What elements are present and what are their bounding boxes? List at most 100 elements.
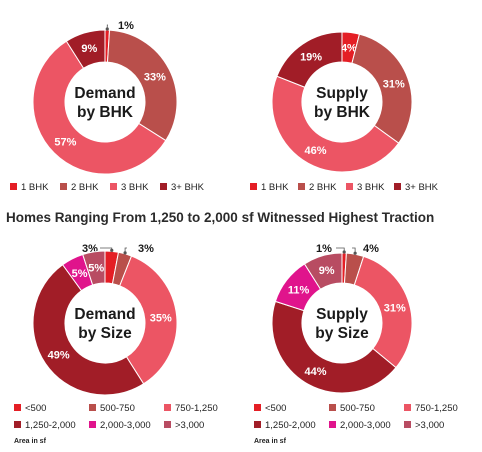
callout-dot: [123, 251, 127, 255]
legend-swatch-1-bhk: [250, 183, 257, 190]
slice-label-1-bhk: 1%: [118, 20, 134, 32]
legend-item-1-bhk: 1 BHK: [261, 182, 289, 193]
legend-swatch-3-000: [164, 421, 171, 428]
legend-item-500-750: 500-750: [100, 403, 135, 414]
center-label-line-1: Supply: [316, 85, 368, 102]
legend-swatch-750-1-250: [164, 404, 171, 411]
legend-item-750-1-250: 750-1,250: [175, 403, 218, 414]
slice-label-3-bhk: 46%: [304, 145, 326, 157]
legend-item-3-bhk: 3 BHK: [357, 182, 385, 193]
donut-chart-4: 1% 4% 31% 44% 11% 9% Supply by Size <500 500-750 7…: [254, 243, 458, 445]
legend-swatch-3-bhk: [346, 183, 353, 190]
legend-swatch-500: [254, 404, 261, 411]
legend-swatch-1-bhk: [10, 183, 17, 190]
legend-item-1-bhk: 1 BHK: [21, 182, 49, 193]
area-note: Area in sf: [254, 438, 287, 445]
slice-2-bhk: [351, 33, 413, 144]
slice-3-000: [303, 252, 343, 290]
legend-swatch-2-bhk: [298, 183, 305, 190]
slice-label-1-bhk: 4%: [341, 42, 357, 54]
legend-item-3-bhk: 3+ BHK: [171, 182, 205, 193]
legend-item-500: <500: [265, 403, 286, 414]
legend: <500 500-750 750-1,250 1,250-2,000 2,000-3,0…: [14, 403, 218, 431]
legend-swatch-750-1-250: [404, 404, 411, 411]
slice-label-3-bhk: 9%: [81, 43, 97, 55]
area-note: Area in sf: [14, 438, 47, 445]
slice-label-2-000-3-000: 11%: [288, 284, 310, 296]
slice-label-2-bhk: 31%: [383, 78, 405, 90]
slice-label-3-bhk: 57%: [54, 137, 76, 149]
slice-label-1-250-2-000: 49%: [48, 349, 70, 361]
callout-dot: [353, 251, 357, 255]
callout-line: [124, 247, 127, 253]
legend-item-2-bhk: 2 BHK: [71, 182, 99, 193]
slice-3-000: [82, 250, 106, 286]
legend-item-2-000-3-000: 2,000-3,000: [100, 420, 151, 431]
slice-label-3-bhk: 19%: [300, 52, 322, 64]
legend-swatch-2-000-3-000: [329, 421, 336, 428]
slice-label-1-250-2-000: 44%: [304, 366, 326, 378]
callout-line: [352, 247, 356, 254]
legend-item-2-bhk: 2 BHK: [309, 182, 337, 193]
donut-chart-2: 4% 31% 46% 19% Supply by BHK 1 BHK 2 BHK 3 BHK 3+…: [250, 31, 439, 193]
legend-swatch-500-750: [89, 404, 96, 411]
donut-chart-1: 1% 33% 57% 9% Demand by BHK 1 BHK 2 BHK 3 BHK 3+ …: [10, 20, 205, 193]
callout-line: [100, 247, 113, 251]
slice-label-2-000-3-000: 5%: [72, 268, 88, 280]
callout-dot: [105, 27, 109, 31]
legend-swatch-1-250-2-000: [254, 421, 261, 428]
legend-item-3-000: >3,000: [175, 420, 204, 431]
slice-label-2-bhk: 33%: [144, 72, 166, 84]
legend-swatch-3-bhk: [110, 183, 117, 190]
legend-swatch-500: [14, 404, 21, 411]
legend-item-3-bhk: 3 BHK: [121, 182, 149, 193]
charts-layer: 1% 33% 57% 9% Demand by BHK 1 BHK 2 BHK 3 BHK 3+ …: [10, 20, 458, 445]
slice-3-bhk: [65, 29, 106, 69]
slice-3-bhk: [32, 40, 167, 175]
center-label-line-1: Demand: [74, 85, 135, 102]
legend-swatch-2-000-3-000: [89, 421, 96, 428]
slice-3-bhk: [276, 31, 343, 88]
slice-label-3-000: 5%: [88, 263, 104, 275]
center-label-line-1: Supply: [316, 306, 368, 323]
slice-1-250-2-000: [32, 264, 145, 396]
center-label-line-2: by Size: [315, 325, 369, 342]
legend-swatch-2-bhk: [60, 183, 67, 190]
legend-swatch-3-000: [404, 421, 411, 428]
legend-item-2-000-3-000: 2,000-3,000: [340, 420, 391, 431]
legend-item-3-000: >3,000: [415, 420, 444, 431]
slice-1-250-2-000: [271, 300, 397, 394]
legend-swatch-3-bhk: [160, 183, 167, 190]
slice-label-500-750: 3%: [138, 243, 154, 255]
headline: Homes Ranging From 1,250 to 2,000 sf Wit…: [6, 210, 434, 225]
slice-2-bhk: [106, 29, 178, 142]
center-label-line-2: by Size: [78, 325, 132, 342]
legend-swatch-3-bhk: [394, 183, 401, 190]
slice-label-750-1-250: 35%: [150, 313, 172, 325]
legend-item-1-250-2-000: 1,250-2,000: [25, 420, 76, 431]
callout-dot: [110, 248, 114, 252]
legend: 1 BHK 2 BHK 3 BHK 3+ BHK: [10, 182, 205, 193]
slice-label-750-1-250: 31%: [384, 303, 406, 315]
legend-item-500: <500: [25, 403, 46, 414]
slice-750-1-250: [353, 255, 413, 369]
center-label-line-1: Demand: [74, 306, 135, 323]
center-label-line-2: by BHK: [314, 104, 371, 121]
legend-swatch-500-750: [329, 404, 336, 411]
legend-swatch-1-250-2-000: [14, 421, 21, 428]
slice-label-500: 1%: [316, 243, 332, 255]
slice-750-1-250: [119, 255, 178, 385]
center-label-line-2: by BHK: [77, 104, 134, 121]
callout-dot: [342, 250, 346, 254]
slice-label-500-750: 4%: [363, 243, 379, 255]
slice-3-bhk: [271, 75, 400, 173]
legend-item-3-bhk: 3+ BHK: [405, 182, 439, 193]
slice-label-3-000: 9%: [319, 265, 335, 277]
legend: 1 BHK 2 BHK 3 BHK 3+ BHK: [250, 182, 439, 193]
legend-item-500-750: 500-750: [340, 403, 375, 414]
legend-item-750-1-250: 750-1,250: [415, 403, 458, 414]
legend-item-1-250-2-000: 1,250-2,000: [265, 420, 316, 431]
legend: <500 500-750 750-1,250 1,250-2,000 2,000-3,0…: [254, 403, 458, 431]
